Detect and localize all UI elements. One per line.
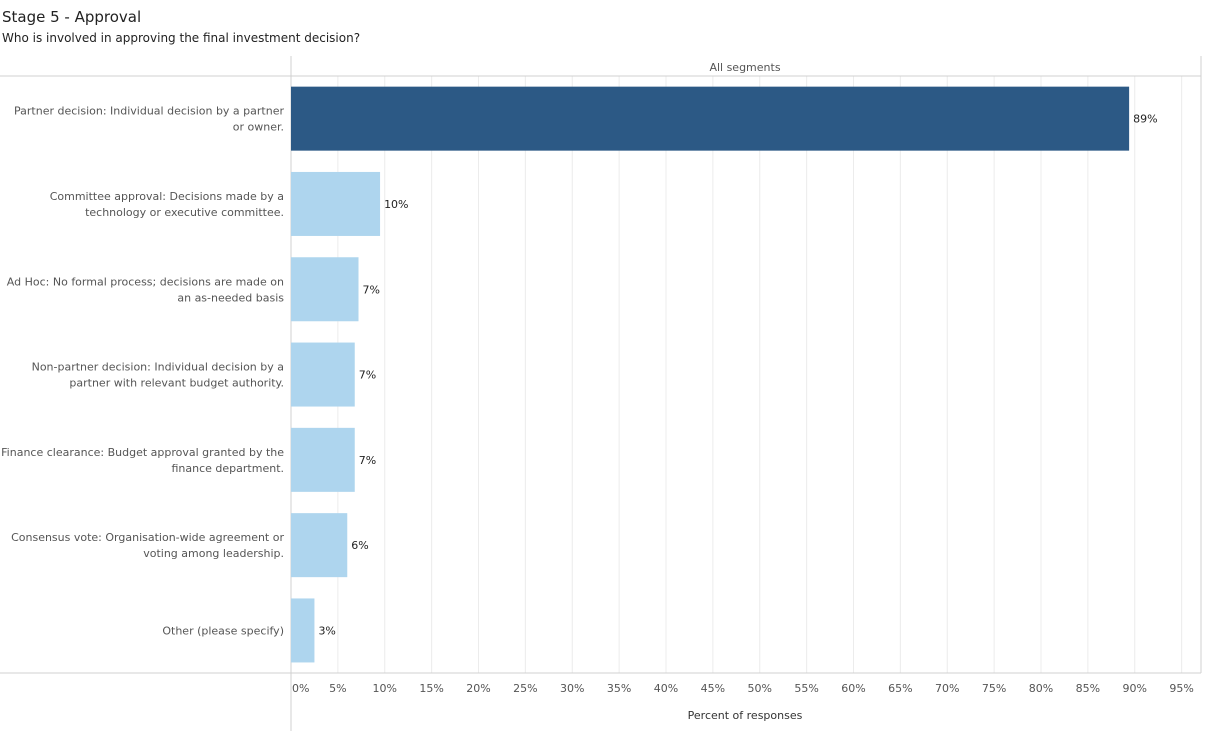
- bar: [291, 598, 315, 663]
- category-label: Committee approval: Decisions made by a: [50, 190, 284, 203]
- x-tick-label: 40%: [654, 682, 678, 695]
- data-label: 10%: [384, 198, 408, 211]
- bar: [291, 257, 359, 322]
- category-label: Non-partner decision: Individual decisio…: [32, 361, 284, 374]
- bars: [291, 86, 1130, 663]
- x-tick-label: 70%: [935, 682, 959, 695]
- x-tick-label: 15%: [419, 682, 443, 695]
- x-tick-label: 95%: [1169, 682, 1193, 695]
- x-tick-label: 75%: [982, 682, 1006, 695]
- data-label: 7%: [359, 454, 376, 467]
- category-label: partner with relevant budget authority.: [69, 377, 284, 390]
- category-labels: Partner decision: Individual decision by…: [1, 105, 284, 638]
- category-label: Ad Hoc: No formal process; decisions are…: [7, 275, 284, 288]
- bar: [291, 513, 348, 578]
- panel-header: All segments: [709, 61, 780, 74]
- x-tick-label: 0%: [292, 682, 309, 695]
- data-label: 89%: [1133, 113, 1157, 126]
- x-axis-title: Percent of responses: [688, 709, 803, 722]
- category-label: voting among leadership.: [143, 547, 284, 560]
- x-tick-label: 55%: [794, 682, 818, 695]
- category-label: Finance clearance: Budget approval grant…: [1, 446, 284, 459]
- data-labels: 89% 10% 7% 7% 7% 6% 3%: [318, 113, 1157, 638]
- category-label: technology or executive committee.: [85, 206, 284, 219]
- chart-title: Stage 5 - Approval: [2, 8, 142, 26]
- bar: [291, 171, 381, 236]
- data-label: 6%: [351, 539, 368, 552]
- x-tick-label: 20%: [466, 682, 490, 695]
- data-label: 3%: [318, 624, 335, 637]
- x-tick-label: 80%: [1029, 682, 1053, 695]
- grid-lines: [337, 76, 1183, 673]
- x-tick-label: 90%: [1123, 682, 1147, 695]
- bar: [291, 86, 1130, 151]
- category-label: or owner.: [233, 121, 284, 134]
- x-tick-label: 30%: [560, 682, 584, 695]
- category-label: finance department.: [172, 462, 285, 475]
- x-tick-label: 10%: [373, 682, 397, 695]
- x-tick-label: 65%: [888, 682, 912, 695]
- chart-subtitle: Who is involved in approving the final i…: [2, 31, 361, 45]
- category-label: Consensus vote: Organisation-wide agreem…: [11, 531, 284, 544]
- data-label: 7%: [363, 283, 380, 296]
- x-tick-label: 60%: [841, 682, 865, 695]
- x-tick-label: 50%: [748, 682, 772, 695]
- x-tick-label: 45%: [701, 682, 725, 695]
- bar: [291, 427, 355, 492]
- x-tick-label: 85%: [1076, 682, 1100, 695]
- x-tick-label: 25%: [513, 682, 537, 695]
- category-label: an as-needed basis: [177, 291, 284, 304]
- x-tick-label: 35%: [607, 682, 631, 695]
- data-label: 7%: [359, 369, 376, 382]
- bar: [291, 342, 355, 407]
- category-label: Partner decision: Individual decision by…: [14, 105, 284, 118]
- x-tick-label: 5%: [329, 682, 346, 695]
- category-label: Other (please specify): [162, 624, 284, 637]
- x-axis-ticks: 0% 5% 10% 15% 20% 25% 30% 35% 40% 45% 50% 55% 60% 65%…: [292, 682, 1194, 695]
